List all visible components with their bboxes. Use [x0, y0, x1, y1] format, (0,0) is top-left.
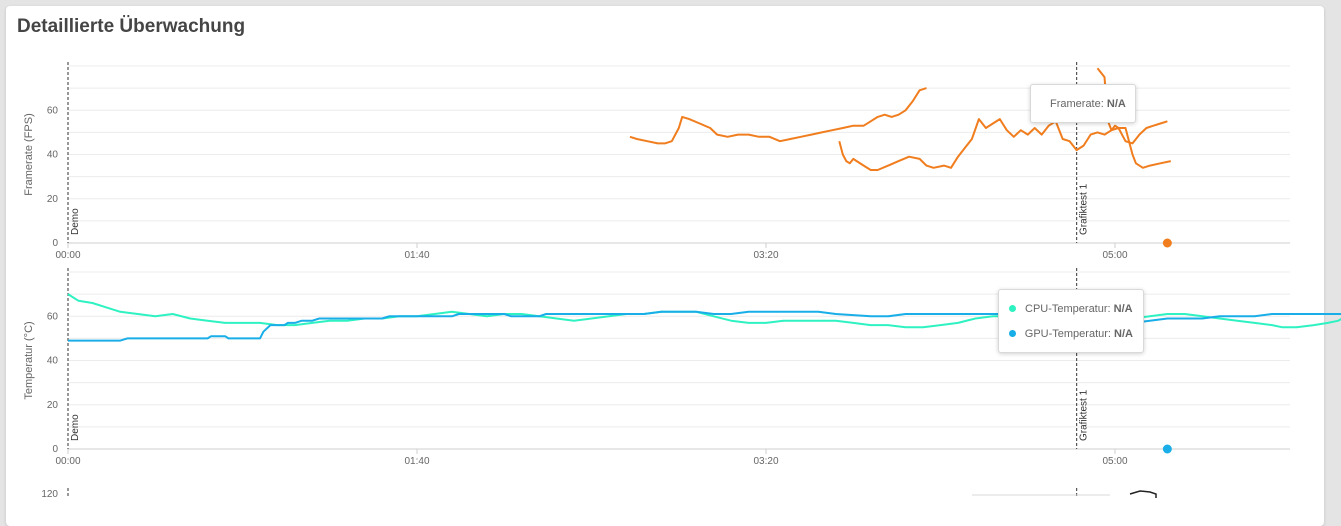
- series-line: [629, 87, 927, 145]
- x-tick-label: 05:00: [1102, 456, 1127, 467]
- y-tick-label: 0: [52, 444, 58, 455]
- tooltip-value: N/A: [1106, 97, 1126, 110]
- framerate-tooltip: Framerate: N/A: [1030, 84, 1136, 123]
- marker-label: Demo: [70, 208, 81, 235]
- y-axis-label: Temperatur (°C): [23, 321, 35, 399]
- tooltip-label: CPU-Temperatur: [1025, 302, 1108, 315]
- end-point: [1162, 444, 1172, 454]
- end-point: [1162, 238, 1172, 248]
- x-tick-label: 03:20: [753, 250, 778, 261]
- x-tick-label: 03:20: [753, 456, 778, 467]
- y-tick-label: 120: [41, 489, 58, 498]
- x-tick-label: 01:40: [404, 250, 429, 261]
- marker-label: Grafiktest 1: [1079, 389, 1090, 441]
- temperature-tooltip: CPU-Temperatur: N/A GPU-Temperatur: N/A: [998, 289, 1144, 353]
- chart-1: 0 20 40 60 Temperatur (°C) 00:00 01:40 03:20 05:…: [23, 268, 1341, 467]
- y-tick-label: 20: [47, 400, 59, 411]
- x-tick-label: 00:00: [55, 250, 80, 261]
- monitoring-charts: 0 20 40 60 Framerate (FPS) 00:00 01:40 03:20 05:…: [23, 62, 1341, 498]
- y-tick-label: 60: [47, 105, 59, 116]
- tooltip-row-framerate: Framerate: N/A: [1050, 97, 1126, 110]
- series-line: [67, 293, 1341, 329]
- y-tick-label: 0: [52, 238, 58, 249]
- marker-label: Demo: [70, 414, 81, 441]
- tooltip-value: N/A: [1113, 302, 1133, 315]
- chart-2: 120: [41, 488, 1157, 498]
- x-tick-label: 05:00: [1102, 250, 1127, 261]
- y-tick-label: 40: [47, 150, 59, 161]
- page-title: Detaillierte Überwachung: [17, 16, 246, 37]
- y-tick-label: 40: [47, 356, 59, 367]
- legend-dot-icon: [1009, 330, 1016, 337]
- x-tick-label: 01:40: [404, 456, 429, 467]
- y-tick-label: 20: [47, 194, 59, 205]
- marker-label: Grafiktest 1: [1079, 183, 1090, 235]
- series-line: [1129, 490, 1157, 498]
- legend-dot-icon: [1009, 305, 1016, 312]
- tooltip-value: N/A: [1114, 327, 1133, 340]
- y-tick-label: 60: [47, 311, 59, 322]
- tooltip-row-gpu: GPU-Temperatur: N/A: [1009, 321, 1133, 346]
- x-tick-label: 00:00: [55, 456, 80, 467]
- tooltip-label: Framerate: [1050, 97, 1101, 110]
- chart-0: 0 20 40 60 Framerate (FPS) 00:00 01:40 03:20 05:…: [23, 62, 1290, 261]
- y-axis-label: Framerate (FPS): [23, 113, 35, 196]
- tooltip-row-cpu: CPU-Temperatur: N/A: [1009, 296, 1133, 321]
- tooltip-label: GPU-Temperatur: [1024, 327, 1108, 340]
